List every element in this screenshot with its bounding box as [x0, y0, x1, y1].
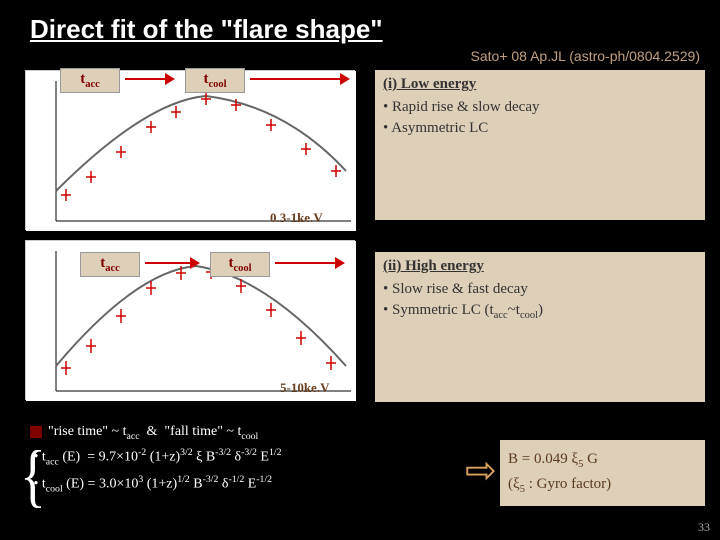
- energy-label-bottom: 5-10ke.V: [280, 380, 329, 396]
- eq-line1: "rise time" ~ tacc & "fall time" ~ tcool: [30, 420, 460, 445]
- slide-title: Direct fit of the "flare shape": [30, 14, 383, 45]
- result-line2: (ξ5 : Gyro factor): [508, 473, 697, 498]
- chart-panel-low-energy: [25, 70, 355, 230]
- result-box: B = 0.049 ξ5 G (ξ5 : Gyro factor): [500, 440, 705, 506]
- tacc-label-top: tacc: [60, 68, 120, 93]
- box-high-energy: (ii) High energy Slow rise & fast decay …: [375, 252, 705, 402]
- reference-text: Sato+ 08 Ap.JL (astro-ph/0804.2529): [471, 48, 700, 64]
- high-energy-bullet-1: Slow rise & fast decay: [383, 281, 697, 298]
- chart-svg-top: [26, 71, 356, 231]
- box-low-energy: (i) Low energy Rapid rise & slow decay A…: [375, 70, 705, 220]
- arrow-tcool-top: [250, 78, 340, 80]
- page-number: 33: [698, 520, 710, 535]
- high-energy-heading: (ii) High energy: [383, 258, 697, 275]
- arrow-tacc-bottom: [145, 262, 190, 264]
- energy-label-top: 0.3-1ke.V: [270, 210, 323, 226]
- equations-block: "rise time" ~ tacc & "fall time" ~ tcool…: [30, 420, 460, 498]
- arrow-tacc-top: [125, 78, 165, 80]
- low-energy-bullet-1: Rapid rise & slow decay: [383, 99, 697, 116]
- result-line1: B = 0.049 ξ5 G: [508, 448, 697, 473]
- low-energy-heading: (i) Low energy: [383, 76, 697, 93]
- arrow-tcool-bottom: [275, 262, 335, 264]
- tcool-label-bottom: tcool: [210, 252, 270, 277]
- implies-arrow-icon: ⇨: [465, 448, 497, 493]
- tacc-label-bottom: tacc: [80, 252, 140, 277]
- eq-line3: • tcool (E) = 3.0×103 (1+z)1/2 B-3/2 δ-1…: [30, 472, 460, 498]
- tcool-label-top: tcool: [185, 68, 245, 93]
- low-energy-bullet-2: Asymmetric LC: [383, 120, 697, 137]
- high-energy-bullet-2: Symmetric LC (tacc~tcool): [383, 302, 697, 321]
- eq-line2: • tacc (E) = 9.7×10-2 (1+z)3/2 ξ B-3/2 δ…: [30, 445, 460, 471]
